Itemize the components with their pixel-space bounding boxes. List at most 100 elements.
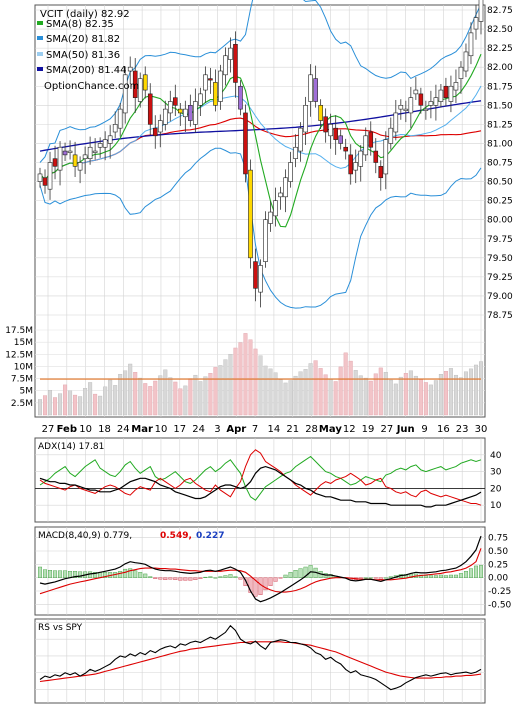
candle-body (353, 162, 359, 171)
x-tick-label: 23 (456, 424, 469, 435)
macd-histogram-bar (458, 573, 463, 578)
candle-body (413, 89, 419, 95)
macd-y-tick: -0.25 (488, 587, 511, 597)
price-y-tick: 80.75 (487, 159, 513, 169)
candle-body (213, 82, 218, 106)
legend-swatch-sma200 (37, 67, 43, 71)
candle-body (147, 93, 153, 125)
candle-body (77, 162, 83, 171)
volume-bar (328, 378, 333, 416)
rs-average-line (39, 641, 482, 683)
volume-bar (38, 399, 43, 416)
candle-body (388, 127, 394, 144)
volume-bar (468, 368, 473, 416)
price-y-tick: 81.25 (487, 120, 513, 130)
volume-bar (433, 380, 438, 416)
candle-body (52, 158, 58, 167)
macd-histogram-bar (93, 572, 98, 578)
candle-body (393, 112, 399, 133)
candle-body (178, 108, 183, 114)
volume-bar (143, 383, 148, 416)
legend-sma50: SMA(50) 81.36 (46, 50, 120, 61)
macd-histogram-bar (153, 577, 158, 579)
volume-bar (68, 390, 73, 416)
sma8-line (39, 53, 482, 228)
legend-swatch-sma20 (37, 36, 43, 40)
volume-bar (43, 395, 48, 416)
volume-bar (248, 339, 253, 416)
candle-body (368, 131, 374, 148)
candle-body (47, 162, 53, 190)
macd-lines (38, 535, 484, 603)
legend-swatch-sma50 (37, 52, 43, 56)
candle-body (127, 66, 133, 72)
volume-bar (393, 383, 398, 416)
volume-bar (48, 390, 53, 416)
macd-histogram-bar (68, 571, 73, 578)
volume-bar (443, 371, 448, 416)
candle-body (283, 177, 288, 198)
volume-bars (38, 333, 484, 416)
macd-histogram-bar (228, 574, 233, 578)
macd-histogram-bar (158, 577, 163, 580)
bollinger-upper-line (39, 0, 482, 163)
candle-body (448, 85, 454, 102)
volume-bar (148, 386, 153, 416)
adx-line (39, 465, 482, 508)
candle-body (298, 127, 303, 152)
candle-body (348, 154, 354, 175)
candle-body (463, 51, 469, 72)
candle-body (258, 265, 263, 293)
candle-body (87, 146, 93, 159)
adx-y-tick: 10 (490, 501, 502, 511)
price-y-tick: 82.50 (487, 25, 513, 35)
macd-histogram-bar (163, 577, 168, 581)
candle-body (82, 154, 88, 159)
volume-bar (368, 380, 373, 416)
volume-y-tick: 5M (20, 387, 34, 397)
macd-histogram-bar (53, 570, 58, 578)
y-axis-ticks: 82.75 82.50 82.25 82.00 81.75 81.50 81.25 81.00… (5, 6, 513, 610)
macd-panel-frame (34, 526, 486, 616)
x-tick-label: 21 (286, 424, 299, 435)
x-tick-label: 10 (155, 424, 168, 435)
volume-bar (203, 376, 208, 416)
candle-body (107, 135, 113, 144)
macd-histogram-bar (43, 569, 48, 578)
macd-histogram-bar (303, 566, 308, 578)
x-tick-label: 27 (42, 424, 55, 435)
macd-signal-value: 0.549, (160, 531, 192, 541)
candle-body (358, 150, 364, 167)
candle-body (157, 120, 163, 133)
watermark: OptionChance.com (44, 81, 139, 92)
candle-body (152, 127, 158, 137)
candle-body (468, 32, 474, 57)
macd-histogram-bar (479, 565, 484, 578)
adx-panel-frame (34, 437, 486, 523)
candle-body (478, 0, 484, 22)
macd-label: MACD(8,40,9) 0.779, (38, 531, 132, 541)
adx-y-tick: 40 (490, 451, 502, 461)
candle-body (37, 173, 43, 182)
candle-body (62, 150, 68, 156)
macd-histogram-bar (248, 577, 253, 593)
candle-body (458, 66, 464, 79)
candle-body (167, 101, 173, 114)
candle-body (433, 97, 439, 106)
volume-bar (383, 372, 388, 416)
macd-histogram-bar (358, 577, 363, 579)
macd-histogram-bar (453, 574, 458, 578)
volume-y-tick: 10M (14, 362, 33, 372)
macd-histogram-bar (443, 575, 448, 578)
volume-y-tick: 17.5M (5, 326, 33, 336)
candle-body (253, 261, 258, 289)
candle-body (183, 108, 188, 118)
candle-body (338, 135, 343, 144)
candle-body (238, 85, 243, 110)
price-y-tick: 80.50 (487, 178, 513, 188)
x-tick-label: Feb (57, 424, 77, 435)
volume-bar (353, 370, 358, 416)
candle-body (418, 93, 424, 106)
macd-y-tick: -0.50 (488, 600, 512, 610)
macd-histogram-bar (208, 576, 213, 578)
